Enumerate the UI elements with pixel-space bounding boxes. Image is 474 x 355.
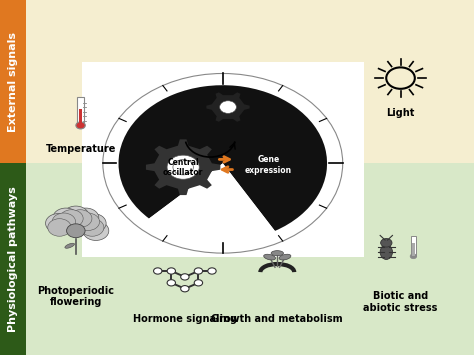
Circle shape xyxy=(60,210,83,227)
Polygon shape xyxy=(146,139,220,195)
Circle shape xyxy=(167,155,199,179)
Circle shape xyxy=(66,224,85,238)
Circle shape xyxy=(103,73,343,253)
Circle shape xyxy=(76,122,85,129)
Bar xyxy=(0,163,26,355)
Bar xyxy=(411,236,416,256)
Circle shape xyxy=(219,101,237,113)
Text: Central
oscillator: Central oscillator xyxy=(163,158,203,177)
Bar xyxy=(77,97,84,125)
Circle shape xyxy=(69,210,92,227)
Circle shape xyxy=(167,268,175,274)
Circle shape xyxy=(63,206,89,225)
Circle shape xyxy=(48,219,71,236)
Circle shape xyxy=(52,213,75,230)
Circle shape xyxy=(194,268,202,274)
Bar xyxy=(26,163,474,355)
Circle shape xyxy=(73,208,99,228)
Ellipse shape xyxy=(380,245,392,260)
Text: Light: Light xyxy=(386,108,415,118)
Text: Hormone signaling: Hormone signaling xyxy=(133,314,237,324)
Wedge shape xyxy=(118,85,327,231)
Circle shape xyxy=(181,285,189,292)
Bar xyxy=(26,0,474,163)
Ellipse shape xyxy=(279,254,291,260)
Circle shape xyxy=(194,280,202,286)
Wedge shape xyxy=(149,163,275,241)
Circle shape xyxy=(410,254,417,259)
Circle shape xyxy=(181,274,189,280)
Circle shape xyxy=(80,214,106,233)
Bar xyxy=(0,0,26,163)
Circle shape xyxy=(83,221,109,240)
Circle shape xyxy=(81,219,104,236)
Text: External signals: External signals xyxy=(8,32,18,132)
Text: Gene
expression: Gene expression xyxy=(245,155,292,175)
Ellipse shape xyxy=(271,251,283,256)
Bar xyxy=(79,109,82,125)
Circle shape xyxy=(53,208,79,228)
Text: Photoperiodic
flowering: Photoperiodic flowering xyxy=(37,286,114,307)
Bar xyxy=(82,62,364,257)
Circle shape xyxy=(154,268,162,274)
Ellipse shape xyxy=(264,254,275,260)
Text: Temperature: Temperature xyxy=(46,144,116,154)
Circle shape xyxy=(46,214,72,233)
Text: Growth and metabolism: Growth and metabolism xyxy=(211,314,343,324)
Ellipse shape xyxy=(65,243,74,248)
Text: Physiological pathways: Physiological pathways xyxy=(8,186,18,332)
Text: Biotic and
abiotic stress: Biotic and abiotic stress xyxy=(364,291,438,313)
Circle shape xyxy=(167,280,175,286)
Circle shape xyxy=(381,239,392,247)
Circle shape xyxy=(208,268,216,274)
Circle shape xyxy=(76,213,100,230)
Bar xyxy=(412,242,415,256)
Polygon shape xyxy=(206,92,250,122)
